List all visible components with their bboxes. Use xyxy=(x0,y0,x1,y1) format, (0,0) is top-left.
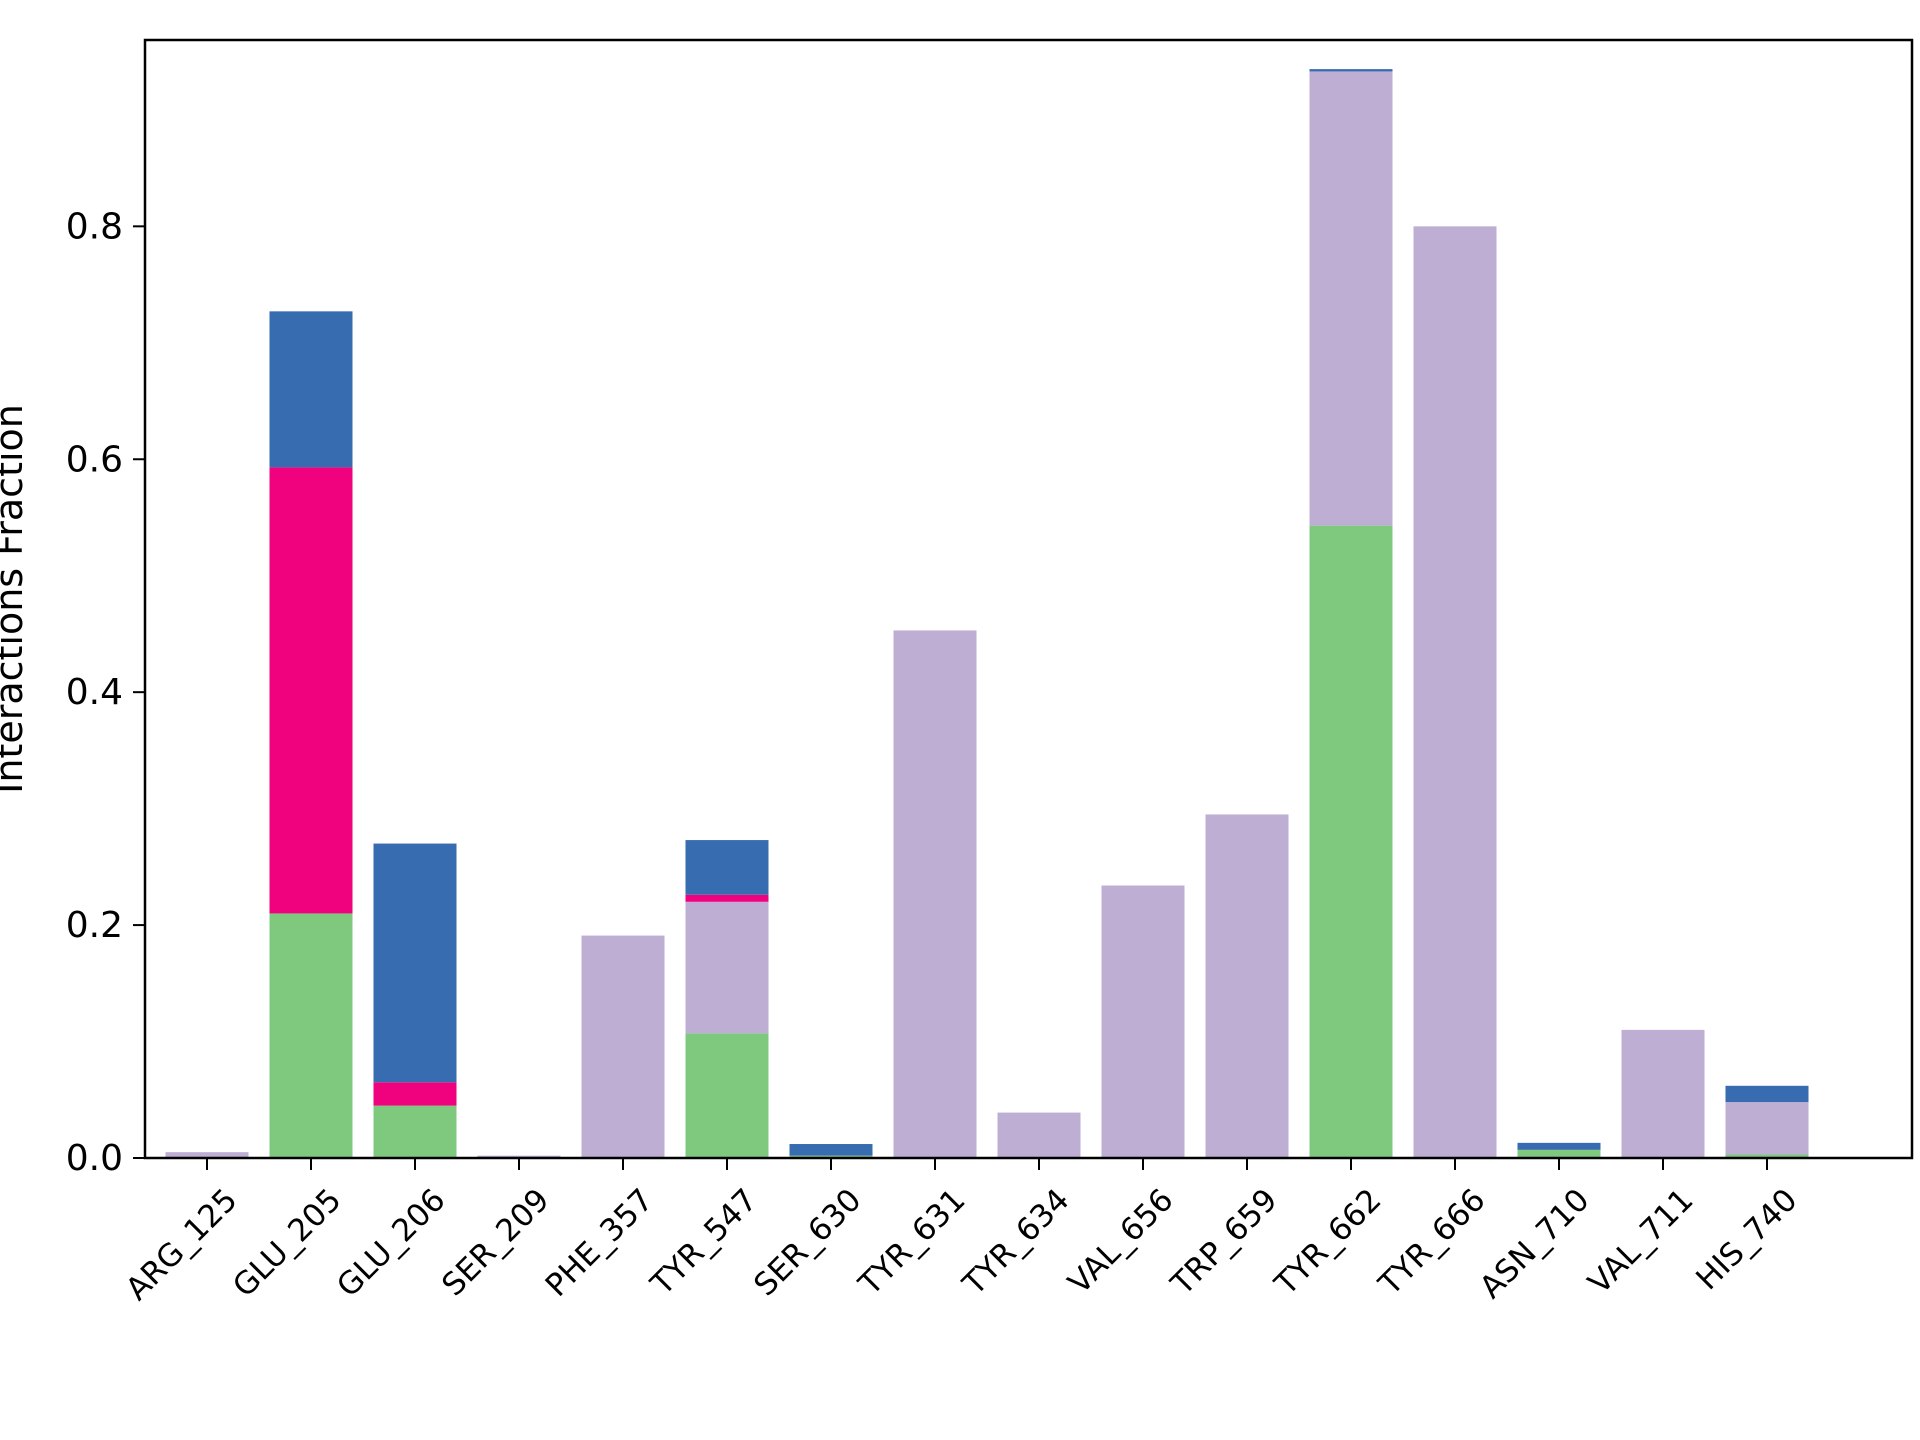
bar-asn_710-segment-3 xyxy=(1517,1142,1601,1150)
bar-phe_357-segment-1 xyxy=(581,935,665,1158)
x-tick-label-his_740: HIS_740 xyxy=(1689,1182,1804,1297)
bar-tyr_547-segment-3 xyxy=(685,840,769,895)
bar-val_656-segment-1 xyxy=(1101,885,1185,1158)
bar-arg_125-segment-1 xyxy=(165,1152,249,1158)
x-tick-label-glu_205: GLU_205 xyxy=(226,1182,348,1304)
x-tick-label-arg_125: ARG_125 xyxy=(119,1182,244,1307)
x-tick-label-asn_710: ASN_710 xyxy=(1473,1182,1597,1306)
bar-tyr_662-segment-1 xyxy=(1309,71,1393,526)
y-axis: 0.0 0.2 0.4 0.6 0.8 xyxy=(66,206,145,1179)
bar-tyr_547-segment-1 xyxy=(685,901,769,1034)
x-tick-label-trp_659: TRP_659 xyxy=(1164,1182,1285,1303)
y-tick-label: 0.4 xyxy=(66,672,123,713)
x-tick-label-val_656: VAL_656 xyxy=(1061,1182,1180,1301)
bar-trp_659-segment-1 xyxy=(1205,814,1289,1158)
bars-group xyxy=(165,69,1809,1159)
bar-his_740-segment-3 xyxy=(1725,1085,1809,1103)
x-tick-label-tyr_662: TYR_662 xyxy=(1268,1182,1389,1303)
bar-val_711-segment-1 xyxy=(1621,1029,1705,1158)
x-tick-label-tyr_547: TYR_547 xyxy=(644,1182,765,1303)
x-tick-label-phe_357: PHE_357 xyxy=(539,1182,661,1304)
bar-tyr_666-segment-1 xyxy=(1413,226,1497,1159)
bar-tyr_631-segment-1 xyxy=(893,630,977,1158)
x-tick-label-ser_630: SER_630 xyxy=(747,1182,868,1303)
y-tick-label: 0.2 xyxy=(66,905,123,946)
bar-his_740-segment-0 xyxy=(1725,1154,1809,1158)
x-axis: ARG_125GLU_205GLU_206SER_209PHE_357TYR_5… xyxy=(119,1158,1805,1308)
y-tick-label: 0.0 xyxy=(66,1138,123,1179)
bar-ser_630-segment-3 xyxy=(789,1144,873,1156)
bar-glu_206-segment-3 xyxy=(373,843,457,1083)
bar-tyr_662-segment-3 xyxy=(1309,69,1393,72)
bar-tyr_634-segment-1 xyxy=(997,1112,1081,1158)
bar-tyr_547-segment-2 xyxy=(685,894,769,902)
bar-glu_205-segment-2 xyxy=(269,467,353,914)
bar-asn_710-segment-0 xyxy=(1517,1149,1601,1158)
bar-glu_206-segment-2 xyxy=(373,1082,457,1106)
bar-tyr_662-segment-0 xyxy=(1309,525,1393,1158)
bar-glu_206-segment-0 xyxy=(373,1105,457,1158)
bar-tyr_547-segment-0 xyxy=(685,1033,769,1158)
plot-frame xyxy=(143,38,1914,1160)
bar-glu_205-segment-3 xyxy=(269,311,353,468)
x-tick-label-tyr_631: TYR_631 xyxy=(852,1182,973,1303)
y-tick-label: 0.8 xyxy=(66,206,123,247)
x-tick-label-ser_209: SER_209 xyxy=(435,1182,556,1303)
bar-glu_205-segment-0 xyxy=(269,913,353,1158)
x-tick-label-tyr_634: TYR_634 xyxy=(956,1182,1077,1303)
x-tick-label-tyr_666: TYR_666 xyxy=(1372,1182,1493,1303)
x-tick-label-val_711: VAL_711 xyxy=(1581,1182,1700,1301)
x-tick-label-glu_206: GLU_206 xyxy=(330,1182,452,1304)
y-tick-label: 0.6 xyxy=(66,439,123,480)
bar-his_740-segment-1 xyxy=(1725,1102,1809,1155)
y-axis-label: Interactions Fraction xyxy=(0,404,31,794)
